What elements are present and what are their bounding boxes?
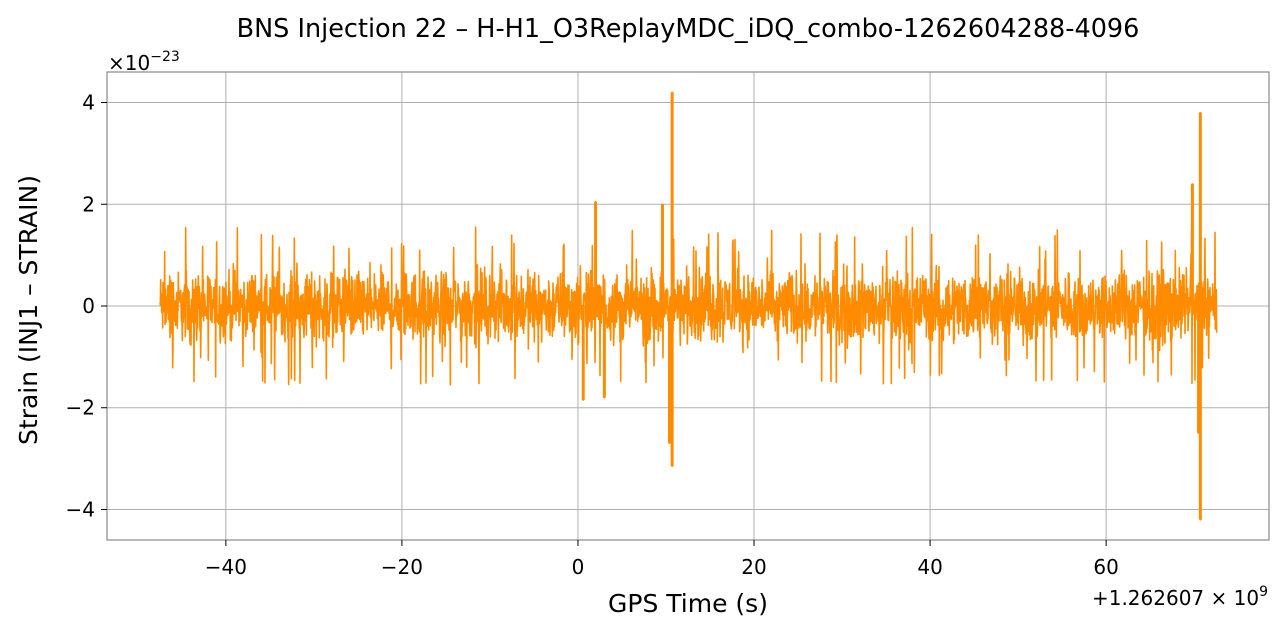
svg-text:×10−23: ×10−23 [108, 49, 180, 75]
y-tick-label: 0 [82, 294, 95, 318]
y-scale-factor: ×10−23 [108, 49, 180, 75]
x-tick-label: 0 [572, 555, 585, 579]
y-ticks: −4 −2 0 2 4 [66, 91, 107, 521]
chart-title: BNS Injection 22 – H-H1_O3ReplayMDC_iDQ_… [237, 14, 1140, 44]
x-offset-exponent: 9 [1259, 584, 1268, 600]
x-axis-label: GPS Time (s) [608, 589, 768, 618]
strain-series-line [159, 91, 1218, 521]
x-tick-label: −40 [205, 555, 247, 579]
y-tick-label: −4 [66, 497, 95, 521]
y-tick-label: −2 [66, 396, 95, 420]
x-tick-label: 20 [741, 555, 766, 579]
y-tick-label: 2 [82, 192, 95, 216]
x-offset-factor: +1.262607 × 109 [1092, 584, 1268, 610]
svg-text:+1.262607 × 109: +1.262607 × 109 [1092, 584, 1268, 610]
y-axis-label: Strain (INJ1 – STRAIN) [14, 175, 43, 445]
x-tick-label: 60 [1093, 555, 1118, 579]
x-ticks: −40 −20 0 20 40 60 [205, 540, 1119, 579]
x-tick-label: −20 [381, 555, 423, 579]
y-scale-base: ×10 [108, 51, 150, 75]
x-offset-base: +1.262607 × 10 [1092, 586, 1259, 610]
x-tick-label: 40 [917, 555, 942, 579]
y-scale-exponent: −23 [150, 49, 180, 65]
series-layer [159, 91, 1218, 521]
y-tick-label: 4 [82, 91, 95, 115]
